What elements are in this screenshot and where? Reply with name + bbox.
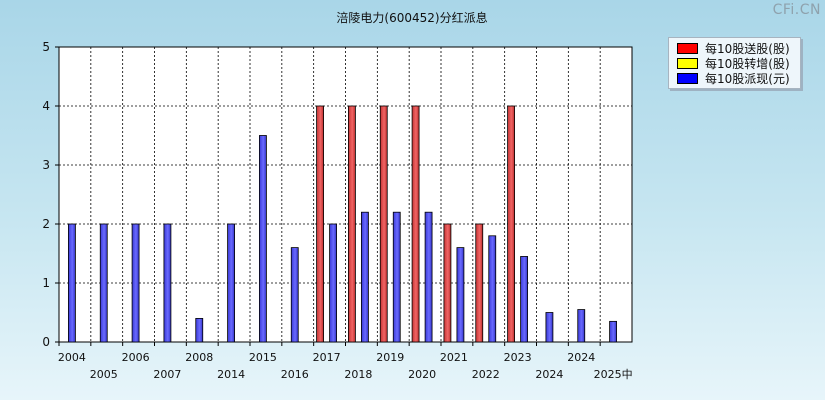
bar: [507, 105, 515, 343]
bar: [163, 223, 172, 343]
bar: [195, 317, 204, 343]
legend-swatch-blue: [677, 72, 698, 84]
x-tick-label: 2004: [58, 351, 86, 364]
legend-swatch-red: [677, 42, 698, 54]
bar: [577, 309, 586, 343]
legend-swatch-yellow: [677, 57, 698, 69]
y-tick-label: 3: [42, 158, 50, 172]
bar: [329, 223, 337, 343]
bar: [227, 223, 235, 343]
x-tick-label: 2017: [313, 351, 341, 364]
bar: [348, 105, 356, 343]
x-tick-label: 2018: [344, 368, 372, 381]
bar: [68, 223, 76, 343]
watermark: CFi.CN: [772, 2, 821, 18]
legend-label-songgu: 每10股送股(股): [705, 41, 790, 56]
bar: [443, 223, 452, 343]
y-tick-label: 2: [42, 217, 50, 231]
bar: [379, 105, 388, 343]
x-tick-label: 2019: [376, 351, 404, 364]
legend-item-songgu: 每10股送股(股): [677, 41, 790, 56]
y-tick-label: 1: [42, 276, 50, 290]
bar: [361, 211, 369, 343]
y-tick-label: 4: [42, 99, 50, 113]
y-tick-label: 0: [42, 335, 50, 349]
x-tick-label: 2024: [567, 351, 595, 364]
legend: 每10股送股(股) 每10股转增(股) 每10股派现(元): [668, 37, 801, 89]
bar-layer: [68, 105, 617, 343]
x-tick-label: 2023: [504, 351, 532, 364]
legend-label-zhuanzeng: 每10股转增(股): [705, 56, 790, 71]
bar: [545, 312, 554, 343]
x-tick-label: 2021: [440, 351, 468, 364]
bar: [392, 211, 401, 343]
x-tick-label: 2005: [90, 368, 118, 381]
bar: [456, 247, 465, 343]
legend-item-paixian: 每10股派现(元): [677, 71, 790, 86]
bar: [488, 235, 497, 343]
bar: [316, 105, 324, 343]
x-tick-label: 2007: [153, 368, 181, 381]
x-tick-label: 2006: [122, 351, 150, 364]
bar: [290, 247, 299, 343]
bar: [609, 320, 617, 343]
y-tick-label: 5: [42, 40, 50, 54]
legend-item-zhuanzeng: 每10股转增(股): [677, 56, 790, 71]
bar: [99, 223, 108, 343]
x-tick-label: 2025中: [594, 368, 633, 381]
x-tick-label: 2016: [281, 368, 309, 381]
x-tick-label: 2020: [408, 368, 436, 381]
x-tick-label: 2014: [217, 368, 245, 381]
legend-label-paixian: 每10股派现(元): [705, 71, 790, 86]
bar: [259, 135, 267, 343]
x-tick-label: 2022: [472, 368, 500, 381]
chart-title: 涪陵电力(600452)分红派息: [336, 10, 487, 25]
x-tick-label: 2015: [249, 351, 277, 364]
bar: [520, 256, 528, 343]
grid-layer: [55, 46, 632, 346]
bar: [131, 223, 140, 343]
x-tick-label: 2024: [535, 368, 563, 381]
bar: [475, 223, 484, 343]
x-tick-label: 2008: [185, 351, 213, 364]
bar: [424, 211, 433, 343]
bar: [411, 105, 420, 343]
